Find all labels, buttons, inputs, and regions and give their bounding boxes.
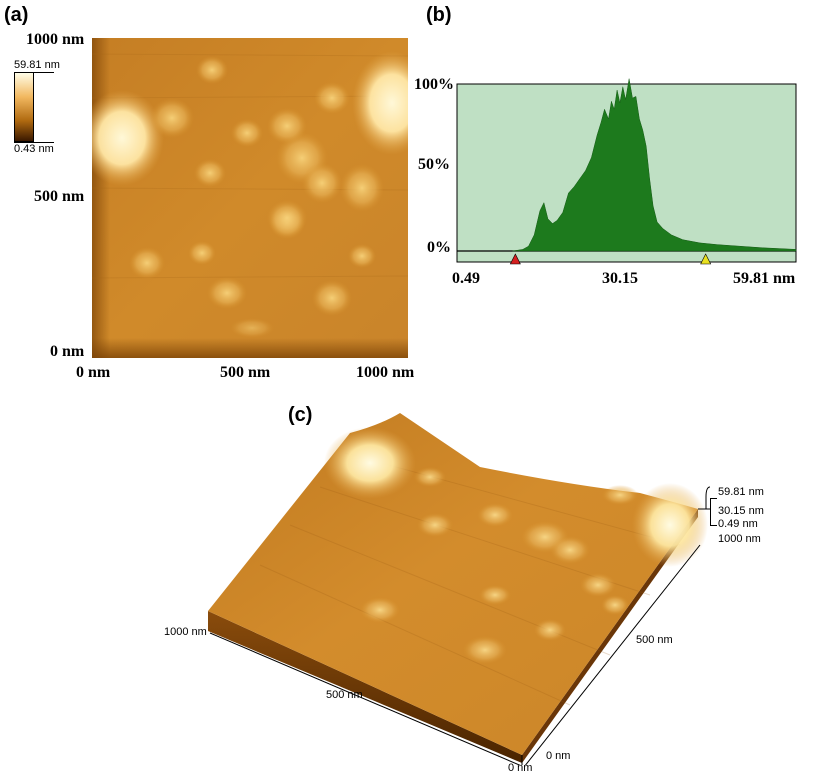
histogram-xtick-mid: 30.15 — [602, 270, 638, 287]
panel-a-xtick-right: 1000 nm — [356, 364, 415, 381]
colorbar-top-tick — [14, 72, 54, 73]
colorbar-min-label: 0.43 nm — [14, 143, 54, 155]
panel-c-right-axis-500: 500 nm — [636, 634, 673, 646]
panel-a-ytick-mid: 500 nm — [34, 188, 85, 205]
panel-c-left-axis-500: 500 nm — [326, 689, 363, 701]
panel-c-zlabel-min: 0.49 nm — [718, 518, 758, 530]
panel-c-label: (c) — [288, 404, 313, 426]
colorbar-bottom-tick — [14, 142, 54, 143]
histogram-xtick-min: 0.49 — [452, 270, 480, 287]
lower-marker-triangle — [509, 253, 521, 265]
colorbar-max-label: 59.81 nm — [14, 59, 60, 71]
histogram-xtick-max: 59.81 nm — [733, 270, 796, 287]
histogram-ytick-100: 100% — [414, 76, 454, 93]
panel-c-3d-surface — [208, 413, 711, 765]
panel-a-xtick-mid: 500 nm — [220, 364, 271, 381]
colorbar — [14, 72, 34, 142]
panel-a-label: (a) — [4, 4, 29, 26]
panel-c-left-axis-0: 0 nm — [508, 762, 533, 774]
panel-b-label: (b) — [426, 4, 452, 26]
panel-a-xtick-left: 0 nm — [76, 364, 111, 381]
panel-c-zlabel-max: 59.81 nm — [718, 486, 764, 498]
panel-a-ytick-bottom: 0 nm — [50, 343, 85, 360]
panel-c-right-axis-1000: 1000 nm — [718, 533, 761, 545]
histogram-ytick-50: 50% — [418, 156, 450, 173]
panel-a-afm-image — [92, 38, 408, 358]
histogram-ytick-0: 0% — [427, 239, 451, 256]
panel-c-zlabel-mid: 30.15 nm — [718, 505, 764, 517]
panel-c-zscale-bracket — [710, 498, 717, 526]
upper-marker-triangle — [700, 253, 712, 265]
panel-a-ytick-top: 1000 nm — [26, 31, 85, 48]
panel-c-right-axis-0: 0 nm — [546, 750, 571, 762]
histogram-chart — [456, 78, 797, 265]
histogram-area — [512, 78, 797, 252]
panel-c-left-axis-1000: 1000 nm — [164, 626, 207, 638]
